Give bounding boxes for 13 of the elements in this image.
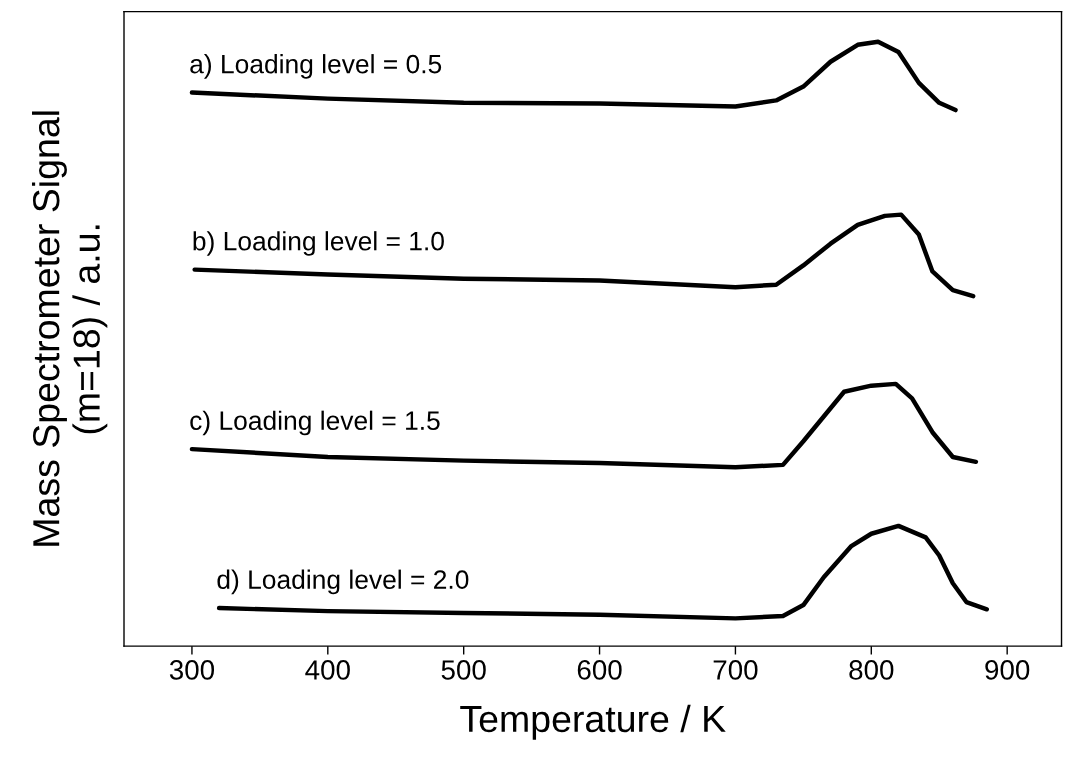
x-tick-label: 400 [305,660,350,680]
x-tick-label: 900 [985,660,1030,680]
x-tick-label: 600 [577,660,622,680]
y-axis-title: Mass Spectrometer Signal (m=18) / a.u. [31,111,108,546]
series-label: d) Loading level = 2.0 [217,569,469,595]
x-tick-label: 800 [849,660,894,680]
x-axis-title: Temperature / K [460,704,726,740]
series-label: a) Loading level = 0.5 [190,54,442,79]
x-tick-label: 700 [713,660,758,680]
series-label: c) Loading level = 1.5 [190,410,440,436]
x-tick-label: 300 [169,660,215,680]
series-label: b) Loading level = 1.0 [193,231,444,256]
x-tick-label: 500 [441,660,486,680]
